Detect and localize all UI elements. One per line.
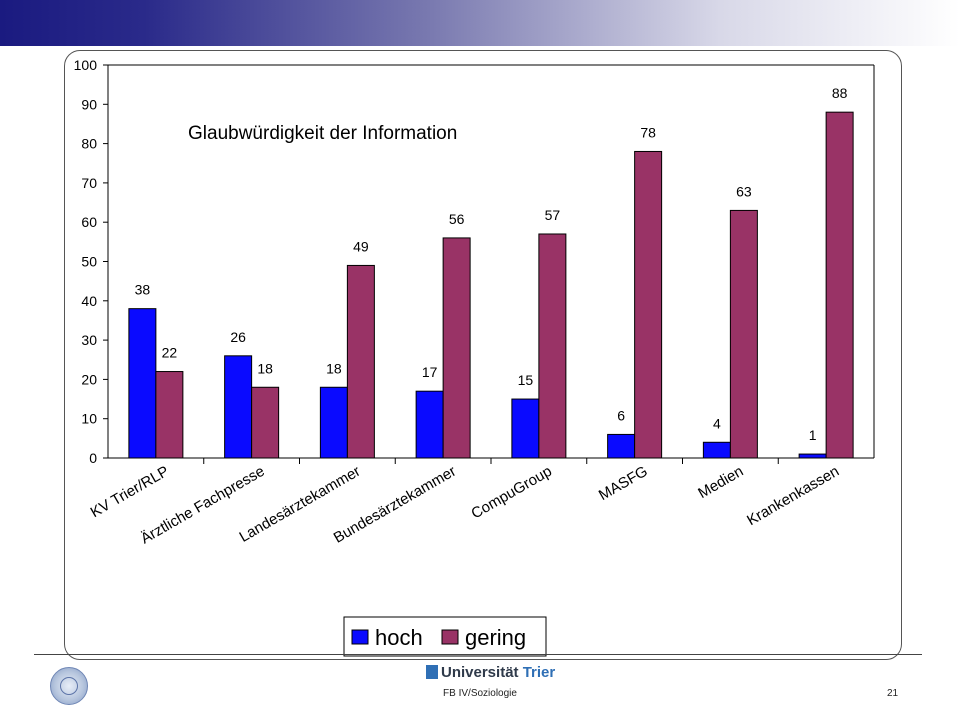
- chart-frame: [64, 50, 902, 660]
- y-tick-label: 30: [81, 332, 97, 348]
- x-category-label: Medien: [695, 463, 746, 502]
- legend-label-gering: gering: [465, 625, 526, 650]
- legend-swatch-gering: [441, 629, 459, 645]
- bar-hoch: [702, 441, 731, 459]
- university-seal-icon: [50, 667, 88, 705]
- university-logo: Universität Trier: [426, 664, 555, 681]
- bar-hoch: [415, 390, 444, 459]
- x-category-label: MASFG: [596, 463, 651, 504]
- data-label-hoch: 1: [809, 427, 817, 443]
- y-tick-label: 0: [89, 450, 97, 466]
- bar-hoch: [224, 355, 253, 459]
- data-label-hoch: 38: [135, 282, 151, 298]
- data-label-gering: 57: [545, 207, 561, 223]
- data-label-hoch: 26: [230, 329, 246, 345]
- bar-gering: [155, 371, 184, 459]
- bar-gering: [251, 386, 280, 459]
- data-label-hoch: 17: [422, 364, 438, 380]
- department-label: FB IV/Soziologie: [443, 688, 517, 699]
- university-name: Universität: [441, 664, 519, 681]
- y-tick-label: 20: [81, 371, 97, 387]
- data-label-gering: 88: [832, 85, 848, 101]
- university-city: Trier: [522, 664, 556, 681]
- data-label-gering: 22: [162, 345, 178, 361]
- legend-swatch-hoch: [351, 629, 369, 645]
- y-tick-label: 80: [81, 136, 97, 152]
- bar-gering: [442, 237, 471, 459]
- bar-hoch: [798, 453, 827, 459]
- y-tick-label: 100: [74, 57, 98, 73]
- data-label-gering: 49: [353, 238, 369, 254]
- bar-gering: [346, 264, 375, 459]
- data-label-gering: 63: [736, 183, 752, 199]
- footer-divider: [34, 654, 922, 655]
- bar-hoch: [511, 398, 540, 459]
- bar-gering: [634, 150, 663, 459]
- data-label-hoch: 6: [617, 407, 625, 423]
- bar-gering: [538, 233, 567, 459]
- data-label-gering: 18: [257, 360, 273, 376]
- y-tick-label: 50: [81, 254, 97, 270]
- y-tick-label: 60: [81, 214, 97, 230]
- data-label-hoch: 4: [713, 415, 721, 431]
- data-label-hoch: 18: [326, 360, 342, 376]
- data-label-gering: 56: [449, 211, 465, 227]
- x-category-label: CompuGroup: [468, 463, 554, 523]
- y-tick-label: 90: [81, 96, 97, 112]
- bar-gering: [825, 111, 854, 459]
- bar-hoch: [319, 386, 348, 459]
- legend-label-hoch: hoch: [375, 625, 423, 650]
- bar-hoch: [128, 308, 157, 459]
- page-number: 21: [887, 688, 899, 699]
- title-bar-gradient: [0, 0, 960, 46]
- legend: hoch gering: [343, 616, 547, 657]
- university-mark-icon: [426, 665, 438, 679]
- data-label-gering: 78: [640, 124, 656, 140]
- x-category-label: KV Trier/RLP: [88, 463, 172, 521]
- bar-gering: [729, 209, 758, 459]
- x-category-label: Krankenkassen: [744, 463, 842, 529]
- bar-hoch: [607, 433, 636, 459]
- y-tick-label: 10: [81, 411, 97, 427]
- chart-title: Glaubwürdigkeit der Information: [188, 123, 457, 144]
- y-tick-label: 40: [81, 293, 97, 309]
- data-label-hoch: 15: [518, 372, 534, 388]
- y-tick-label: 70: [81, 175, 97, 191]
